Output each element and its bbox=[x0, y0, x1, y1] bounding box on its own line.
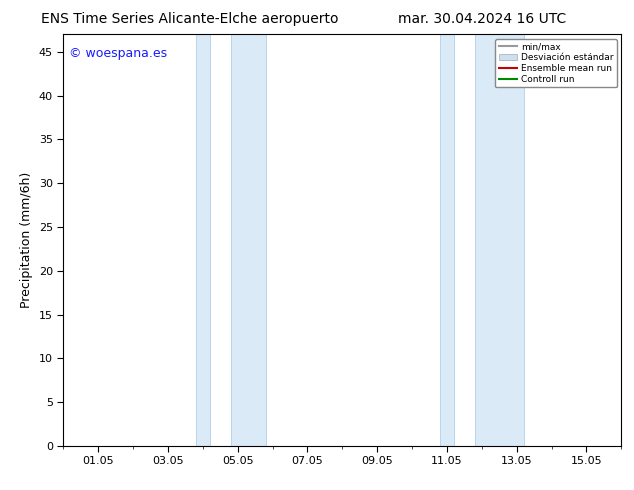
Bar bbox=[475, 34, 524, 446]
Text: ENS Time Series Alicante-Elche aeropuerto: ENS Time Series Alicante-Elche aeropuert… bbox=[41, 12, 339, 26]
Text: mar. 30.04.2024 16 UTC: mar. 30.04.2024 16 UTC bbox=[398, 12, 566, 26]
Bar bbox=[196, 34, 210, 446]
Y-axis label: Precipitation (mm/6h): Precipitation (mm/6h) bbox=[20, 172, 34, 308]
Legend: min/max, Desviación estándar, Ensemble mean run, Controll run: min/max, Desviación estándar, Ensemble m… bbox=[495, 39, 617, 87]
Bar bbox=[231, 34, 266, 446]
Text: © woespana.es: © woespana.es bbox=[69, 47, 167, 60]
Bar bbox=[440, 34, 454, 446]
